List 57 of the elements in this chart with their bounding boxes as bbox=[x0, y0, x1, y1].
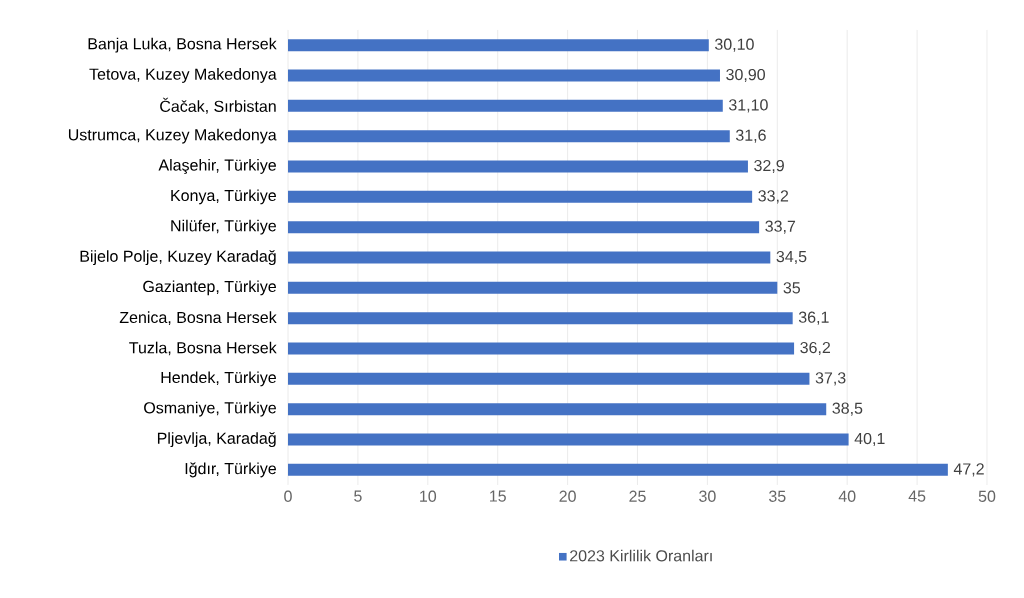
y-tick-label: Osmaniye, Türkiye bbox=[144, 401, 276, 417]
x-tick-label: 5 bbox=[354, 490, 362, 502]
data-label: 31,10 bbox=[728, 99, 768, 113]
y-tick-label: Pljevlja, Karadağ bbox=[157, 431, 276, 448]
bar bbox=[288, 190, 753, 203]
x-tick-label: 35 bbox=[769, 490, 786, 502]
bar bbox=[288, 130, 730, 143]
data-label: 33,7 bbox=[765, 220, 796, 234]
x-tick-label: 30 bbox=[699, 490, 716, 502]
x-tick-label: 45 bbox=[908, 490, 926, 502]
data-label: 30,90 bbox=[726, 68, 765, 83]
bar bbox=[288, 403, 827, 416]
x-tick-label: 0 bbox=[284, 490, 292, 502]
data-label: 36,1 bbox=[798, 311, 829, 325]
data-label: 36,2 bbox=[800, 341, 831, 356]
x-tick-label: 10 bbox=[420, 490, 437, 502]
y-tick-label: Banja Luka, Bosna Hersek bbox=[88, 37, 277, 53]
bar bbox=[288, 39, 709, 52]
bar bbox=[288, 463, 948, 476]
y-tick-label: Bijelo Polje, Kuzey Karadağ bbox=[80, 249, 276, 266]
bar bbox=[288, 372, 810, 385]
bar bbox=[288, 251, 771, 264]
bar bbox=[288, 312, 793, 325]
x-tick-label: 20 bbox=[559, 490, 576, 502]
legend-label: 2023 Kirlilik Oranları bbox=[570, 549, 712, 562]
bar bbox=[288, 221, 760, 234]
y-tick-label: Tuzla, Bosna Hersek bbox=[129, 341, 277, 356]
y-tick-label: Konya, Türkiye bbox=[171, 189, 276, 205]
data-label: 32,9 bbox=[754, 159, 784, 174]
bar bbox=[288, 342, 795, 355]
x-tick-label: 15 bbox=[490, 490, 506, 502]
data-label: 35 bbox=[783, 282, 801, 294]
y-tick-label: Iğdır, Türkiye bbox=[185, 462, 276, 478]
x-tick-label: 25 bbox=[629, 490, 646, 502]
data-label: 31,6 bbox=[735, 129, 766, 143]
bar bbox=[288, 99, 723, 112]
x-tick-label: 40 bbox=[838, 490, 856, 502]
bar bbox=[288, 69, 720, 82]
bar bbox=[288, 433, 849, 446]
bar bbox=[288, 160, 748, 173]
data-label: 33,2 bbox=[758, 190, 789, 204]
y-tick-label: Ustrumca, Kuzey Makedonya bbox=[68, 128, 277, 144]
y-tick-label: Zenica, Bosna Hersek bbox=[119, 311, 277, 325]
y-tick-label: Tetova, Kuzey Makedonya bbox=[89, 68, 277, 83]
data-label: 37,3 bbox=[815, 372, 846, 386]
data-label: 30,10 bbox=[715, 38, 754, 52]
data-label: 34,5 bbox=[776, 250, 807, 265]
data-label: 47,2 bbox=[953, 463, 984, 477]
y-tick-label: Gaziantep, Türkiye bbox=[143, 280, 276, 296]
y-tick-label: Alaşehir, Türkiye bbox=[158, 159, 276, 174]
y-tick-label: Hendek, Türkiye bbox=[161, 371, 276, 387]
x-tick-label: 50 bbox=[978, 490, 996, 502]
y-tick-label: Čačak, Sırbistan bbox=[160, 97, 276, 114]
data-label: 40,1 bbox=[854, 432, 885, 447]
y-tick-label: Nilüfer, Türkiye bbox=[171, 219, 276, 235]
bar bbox=[288, 281, 778, 294]
data-label: 38,5 bbox=[832, 402, 863, 416]
